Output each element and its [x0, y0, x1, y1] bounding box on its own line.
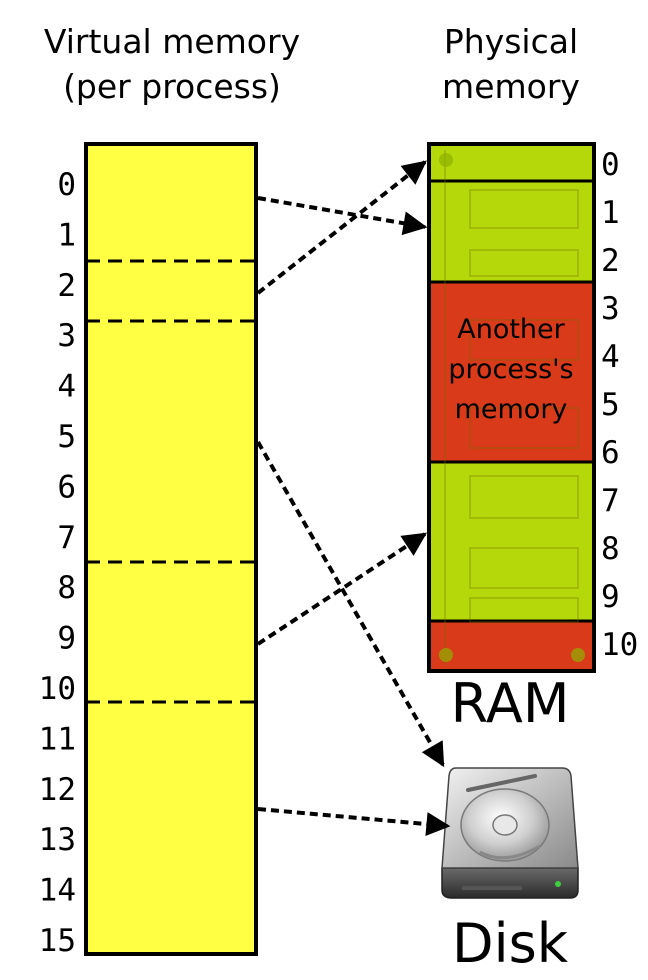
ram-chip-decoration — [444, 150, 579, 665]
other-process-label-line1: Another — [457, 314, 565, 345]
physical-row-numbers: 0 1 2 3 4 5 6 7 8 9 10 — [601, 147, 638, 663]
disk-arrow — [257, 807, 451, 837]
virtual-row-number: 11 — [39, 721, 76, 757]
physical-page-free — [427, 179, 596, 284]
virtual-title-line1: Virtual memory — [44, 22, 300, 61]
physical-page-used — [427, 280, 596, 464]
physical-row-number: 3 — [601, 291, 620, 327]
virtual-row-number: 6 — [57, 469, 76, 505]
physical-row-number: 10 — [601, 627, 638, 663]
ram-outline — [427, 142, 596, 673]
virtual-row-number: 5 — [57, 419, 76, 455]
virtual-row-number: 2 — [57, 268, 76, 304]
physical-row-number: 4 — [601, 339, 620, 375]
physical-page-used — [427, 619, 596, 673]
virtual-memory-block — [84, 142, 258, 956]
physical-row-number: 2 — [601, 243, 620, 279]
mapping-arrow — [257, 196, 428, 236]
physical-title-line1: Physical — [444, 22, 578, 61]
physical-row-number: 0 — [601, 147, 620, 183]
physical-row-number: 8 — [601, 531, 620, 567]
virtual-row-number: 14 — [39, 873, 76, 909]
virtual-title-line2: (per process) — [63, 67, 281, 106]
physical-row-number: 7 — [601, 483, 620, 519]
virtual-row-number: 8 — [57, 570, 76, 606]
virtual-row-number: 1 — [57, 217, 76, 253]
other-process-label-line2: process's — [448, 354, 573, 385]
physical-row-number: 6 — [601, 435, 620, 471]
disk-arrow — [256, 441, 445, 768]
virtual-row-number: 10 — [39, 671, 76, 707]
ram-module: Another process's memory — [427, 142, 596, 673]
physical-row-number: 1 — [601, 195, 620, 231]
physical-page-free — [427, 142, 596, 183]
ram-label: RAM — [451, 672, 570, 735]
virtual-row-number: 4 — [57, 369, 76, 405]
mapping-arrow — [256, 532, 428, 646]
other-process-label-line3: memory — [455, 394, 568, 425]
hard-disk-icon — [441, 767, 579, 899]
physical-title-line2: memory — [442, 67, 580, 106]
virtual-row-number: 12 — [39, 772, 76, 808]
physical-row-number: 5 — [601, 387, 620, 423]
virtual-row-number: 9 — [57, 621, 76, 657]
virtual-row-number: 15 — [39, 923, 76, 959]
virtual-row-number: 13 — [39, 822, 76, 858]
virtual-row-number: 3 — [57, 318, 76, 354]
physical-row-number: 9 — [601, 579, 620, 615]
virtual-row-number: 7 — [57, 520, 76, 556]
mapping-arrow — [256, 160, 427, 295]
virtual-row-number: 0 — [57, 167, 76, 203]
ram-contact-dots — [439, 153, 585, 662]
disk-label: Disk — [452, 912, 569, 975]
